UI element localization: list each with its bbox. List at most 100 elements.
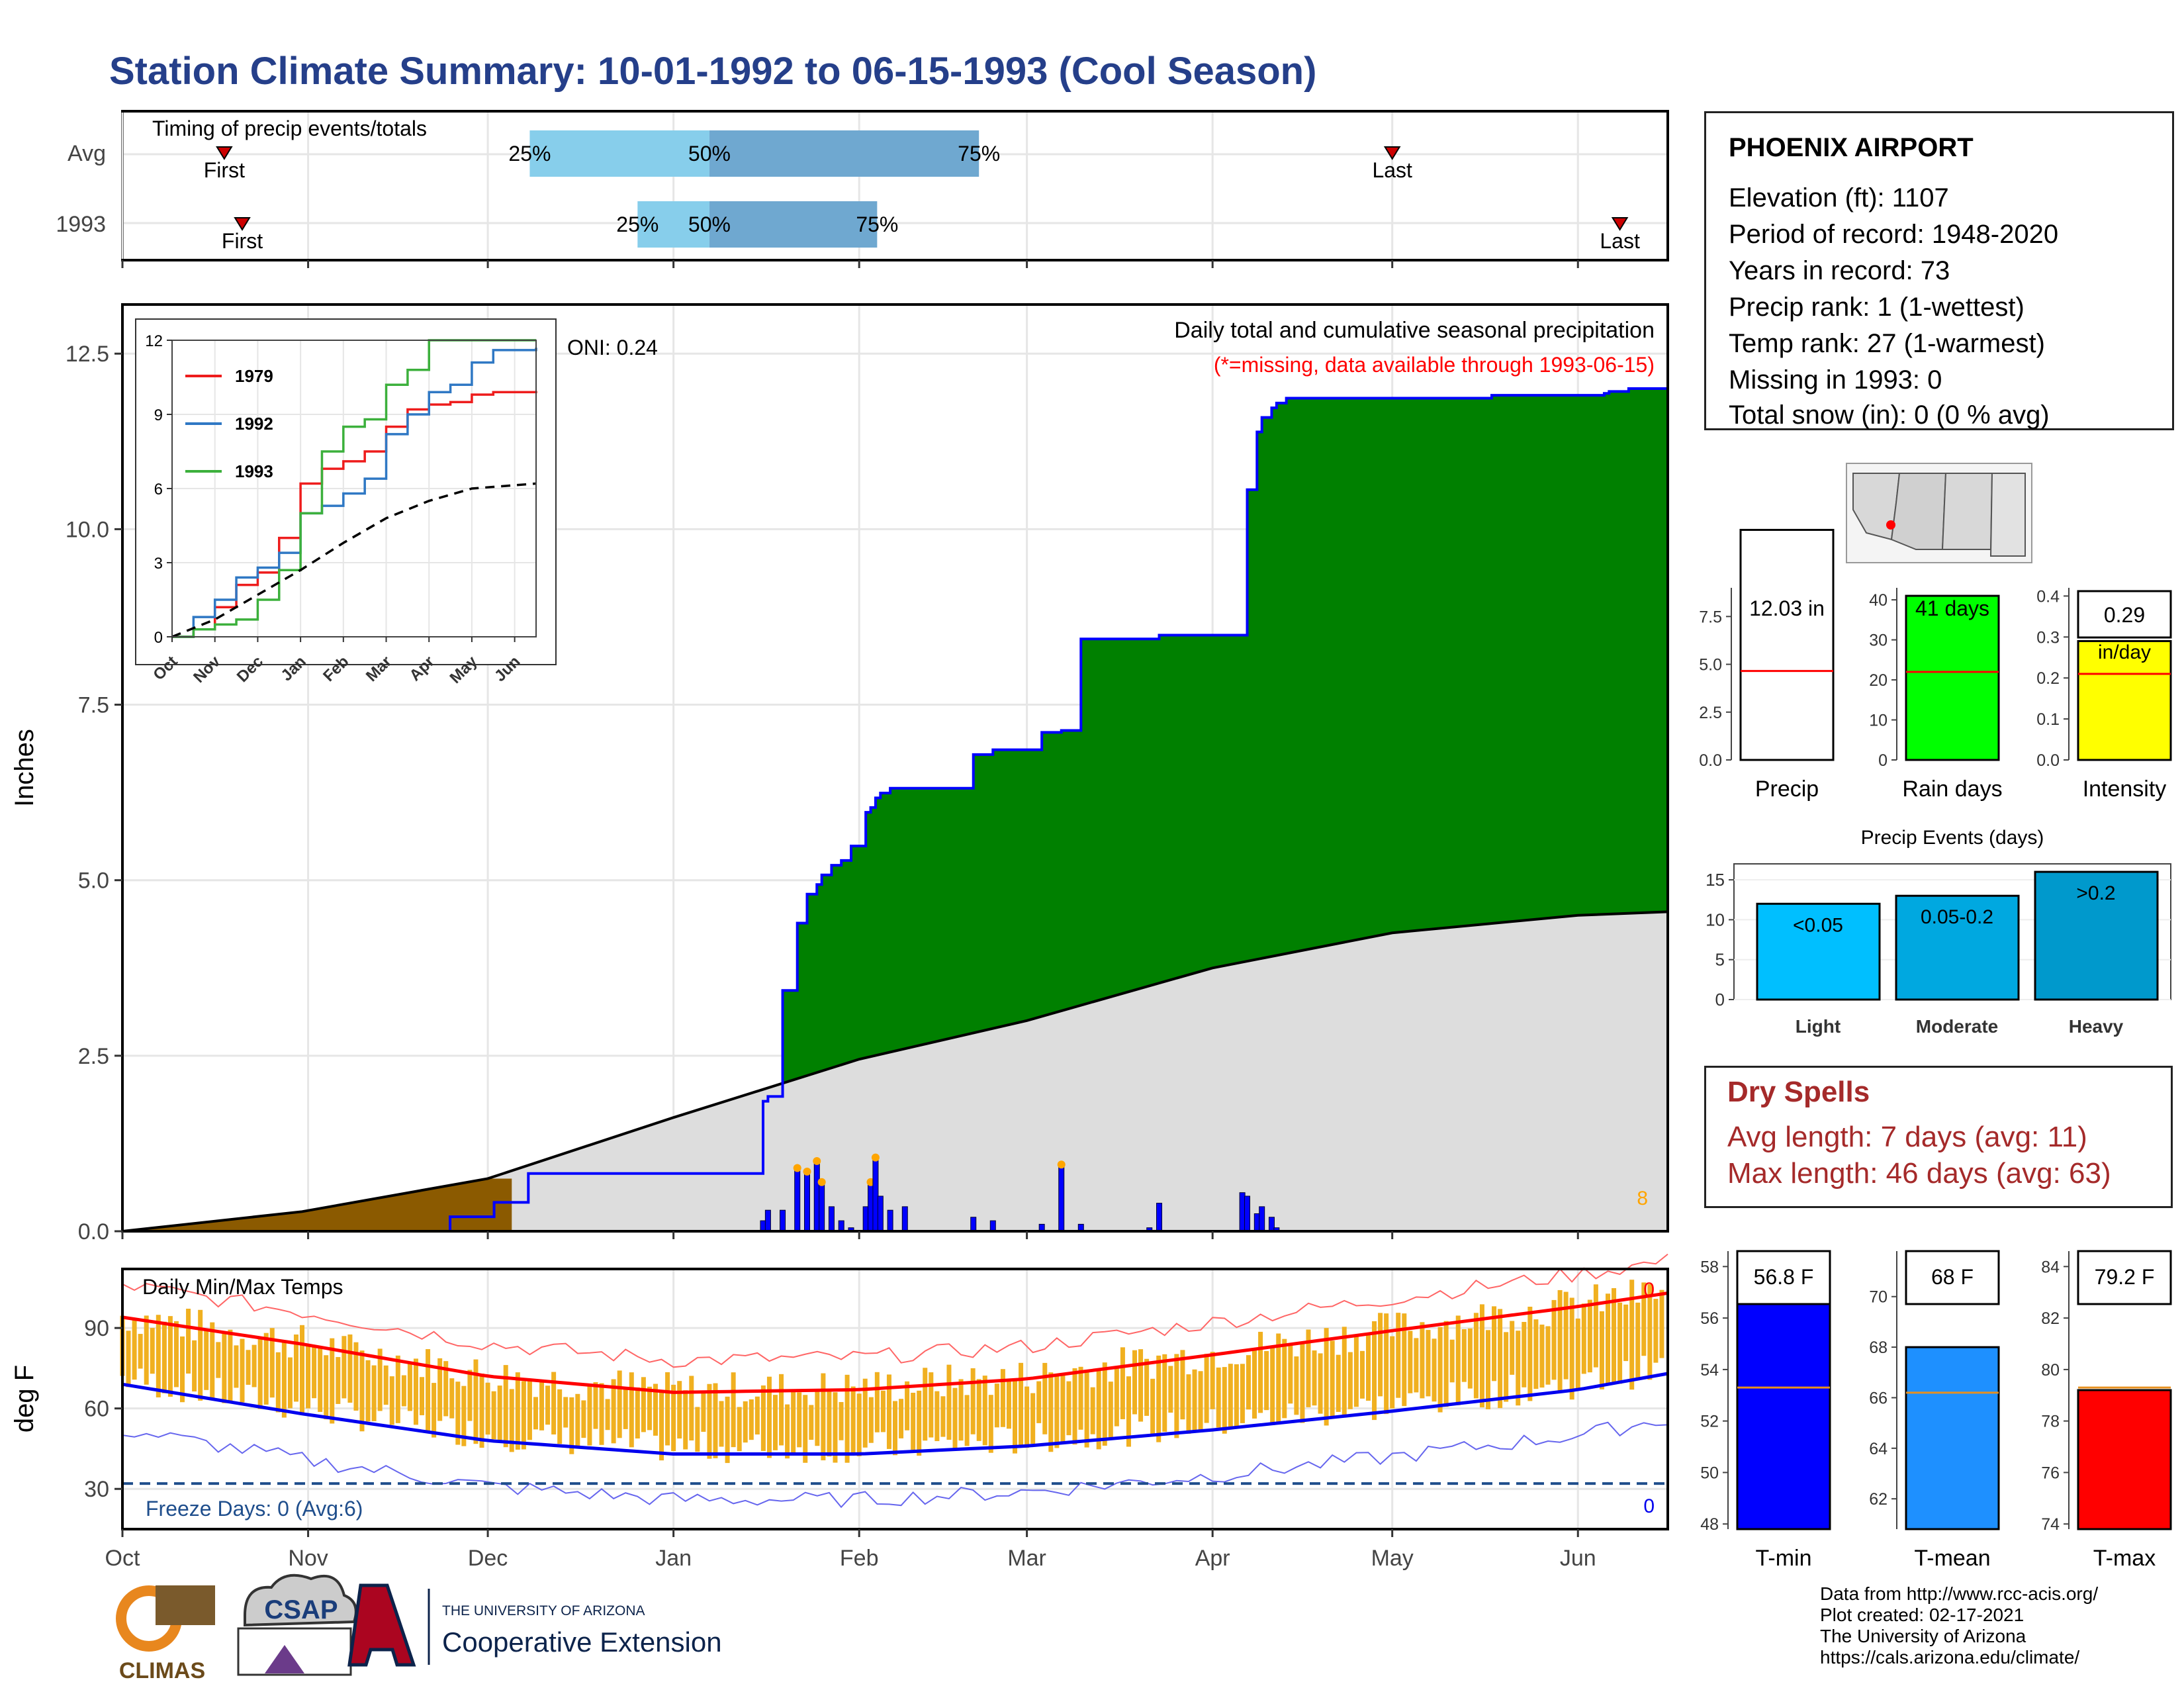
- small-value-box: [1905, 1250, 2000, 1305]
- daily-temp-bar: [156, 1315, 161, 1397]
- daily-temp-bar: [1426, 1330, 1431, 1397]
- state-map: [1846, 463, 2032, 563]
- daily-temp-bar: [222, 1333, 227, 1403]
- small-value-bar: [1905, 594, 2000, 761]
- small-y-tick-label: 0.3: [2036, 628, 2060, 647]
- daily-temp-bar: [192, 1340, 197, 1392]
- daily-temp-bar: [1228, 1364, 1233, 1427]
- daily-temp-bar: [1533, 1319, 1539, 1389]
- timing-marker-label: Last: [1372, 158, 1412, 182]
- daily-temp-bar: [766, 1376, 772, 1458]
- daily-temp-bar: [144, 1315, 149, 1385]
- daily-temp-bar: [934, 1391, 940, 1442]
- daily-temp-bar: [929, 1372, 934, 1438]
- daily-temp-bar: [797, 1392, 802, 1448]
- daily-precip-bar: [970, 1217, 977, 1232]
- daily-temp-bar: [905, 1381, 910, 1430]
- daily-precip-bar: [828, 1206, 835, 1232]
- dry-spells-title: Dry Spells: [1727, 1076, 1870, 1108]
- daily-precip-bar: [1268, 1217, 1275, 1232]
- intensity-unit: in/day: [2098, 641, 2151, 663]
- daily-temp-bar: [665, 1372, 670, 1446]
- daily-temp-bar: [1539, 1325, 1545, 1388]
- small-category-label: Intensity: [2083, 776, 2167, 802]
- daily-temp-bar: [982, 1376, 987, 1446]
- events-y-tick-label: 10: [1706, 910, 1725, 929]
- small-y-tick-label: 64: [1869, 1440, 1888, 1458]
- daily-temp-bar: [1060, 1373, 1066, 1443]
- daily-temp-bar: [347, 1334, 353, 1403]
- daily-temp-bar: [1324, 1328, 1329, 1426]
- daily-temp-bar: [1612, 1288, 1617, 1382]
- daily-temp-bar: [1647, 1284, 1653, 1380]
- daily-temp-bar: [1126, 1376, 1131, 1447]
- daily-precip-bar: [872, 1157, 879, 1232]
- daily-temp-bar: [1222, 1367, 1227, 1434]
- daily-temp-bar: [749, 1399, 754, 1440]
- season-temps-bars: 48 50 52 54 56 58 T-min 62 64 66 68 70 T-mean 74 76 78 8…: [1700, 1250, 2172, 1571]
- daily-temp-bar: [1372, 1321, 1377, 1421]
- daily-temp-bar: [1180, 1350, 1185, 1420]
- daily-temp-bar: [539, 1381, 545, 1430]
- daily-temp-bar: [653, 1383, 658, 1436]
- small-y-tick-label: 7.5: [1699, 608, 1722, 626]
- daily-temp-bar: [251, 1344, 257, 1387]
- daily-temp-bar: [1102, 1362, 1107, 1446]
- month-label: Jun: [1560, 1546, 1596, 1571]
- chart-subtitle: Daily total and cumulative seasonal prec…: [1174, 318, 1655, 343]
- daily-temp-bar: [1599, 1311, 1604, 1389]
- map-state-east: [1989, 473, 2026, 557]
- daily-temp-bar: [760, 1385, 766, 1451]
- daily-temp-bar: [647, 1386, 652, 1430]
- daily-temp-bar: [671, 1384, 676, 1452]
- temp-y-tick-label: 90: [84, 1316, 109, 1341]
- daily-temp-bar: [1408, 1331, 1413, 1393]
- temp-y-tick-label: 30: [84, 1477, 109, 1502]
- daily-temp-bar: [330, 1338, 335, 1424]
- daily-temp-bar: [557, 1389, 563, 1444]
- daily-precip-bar: [794, 1168, 801, 1232]
- daily-precip-bar: [760, 1220, 766, 1232]
- y-tick-label: 0.0: [78, 1219, 109, 1244]
- daily-temp-bar: [1432, 1338, 1437, 1402]
- daily-temp-bar: [479, 1373, 484, 1448]
- daily-temp-bar: [1276, 1333, 1281, 1425]
- daily-precip-bar: [819, 1182, 825, 1232]
- credit-line: https://cals.arizona.edu/climate/: [1820, 1647, 2080, 1667]
- daily-temp-bar: [1473, 1313, 1479, 1399]
- daily-temp-bar: [785, 1404, 790, 1459]
- events-x-label: Light: [1796, 1016, 1841, 1037]
- daily-temp-bar: [1318, 1353, 1323, 1414]
- daily-temp-bar: [575, 1393, 580, 1447]
- daily-temp-bar: [281, 1341, 287, 1418]
- daily-temp-bar: [970, 1368, 976, 1434]
- daily-temp-bar: [1168, 1366, 1173, 1413]
- daily-temp-bar: [815, 1389, 820, 1446]
- small-y-tick-label: 5.0: [1699, 656, 1722, 675]
- small-category-label: Rain days: [1902, 776, 2002, 802]
- daily-temp-bar: [821, 1373, 826, 1461]
- timing-marker-icon: [1611, 217, 1629, 231]
- daily-temp-bar: [1359, 1350, 1365, 1399]
- daily-temp-bar: [1162, 1354, 1167, 1432]
- daily-temp-bar: [1000, 1369, 1005, 1427]
- daily-temp-bar: [359, 1350, 365, 1432]
- events-y-tick-label: 5: [1715, 950, 1725, 970]
- daily-temp-bar: [1563, 1291, 1569, 1380]
- events-bar: [1756, 902, 1881, 1001]
- daily-temp-bar: [1174, 1354, 1179, 1438]
- daily-precip-bar: [803, 1171, 810, 1232]
- daily-temp-bar: [432, 1383, 437, 1438]
- small-value-bar: [2077, 639, 2172, 761]
- small-y-tick-label: 56: [1700, 1309, 1719, 1328]
- small-y-tick-label: 0.4: [2036, 587, 2060, 606]
- daily-temp-bar: [1569, 1297, 1574, 1400]
- page-title: Station Climate Summary: 10-01-1992 to 0…: [109, 50, 1316, 93]
- daily-temp-bar: [772, 1395, 778, 1450]
- daily-temp-bar: [1437, 1327, 1443, 1413]
- daily-temp-bar: [1641, 1282, 1647, 1356]
- month-label: May: [1371, 1546, 1414, 1571]
- month-label: Jan: [655, 1546, 692, 1571]
- timing-row-label: 1993: [56, 212, 106, 237]
- small-y-tick-label: 20: [1869, 671, 1888, 690]
